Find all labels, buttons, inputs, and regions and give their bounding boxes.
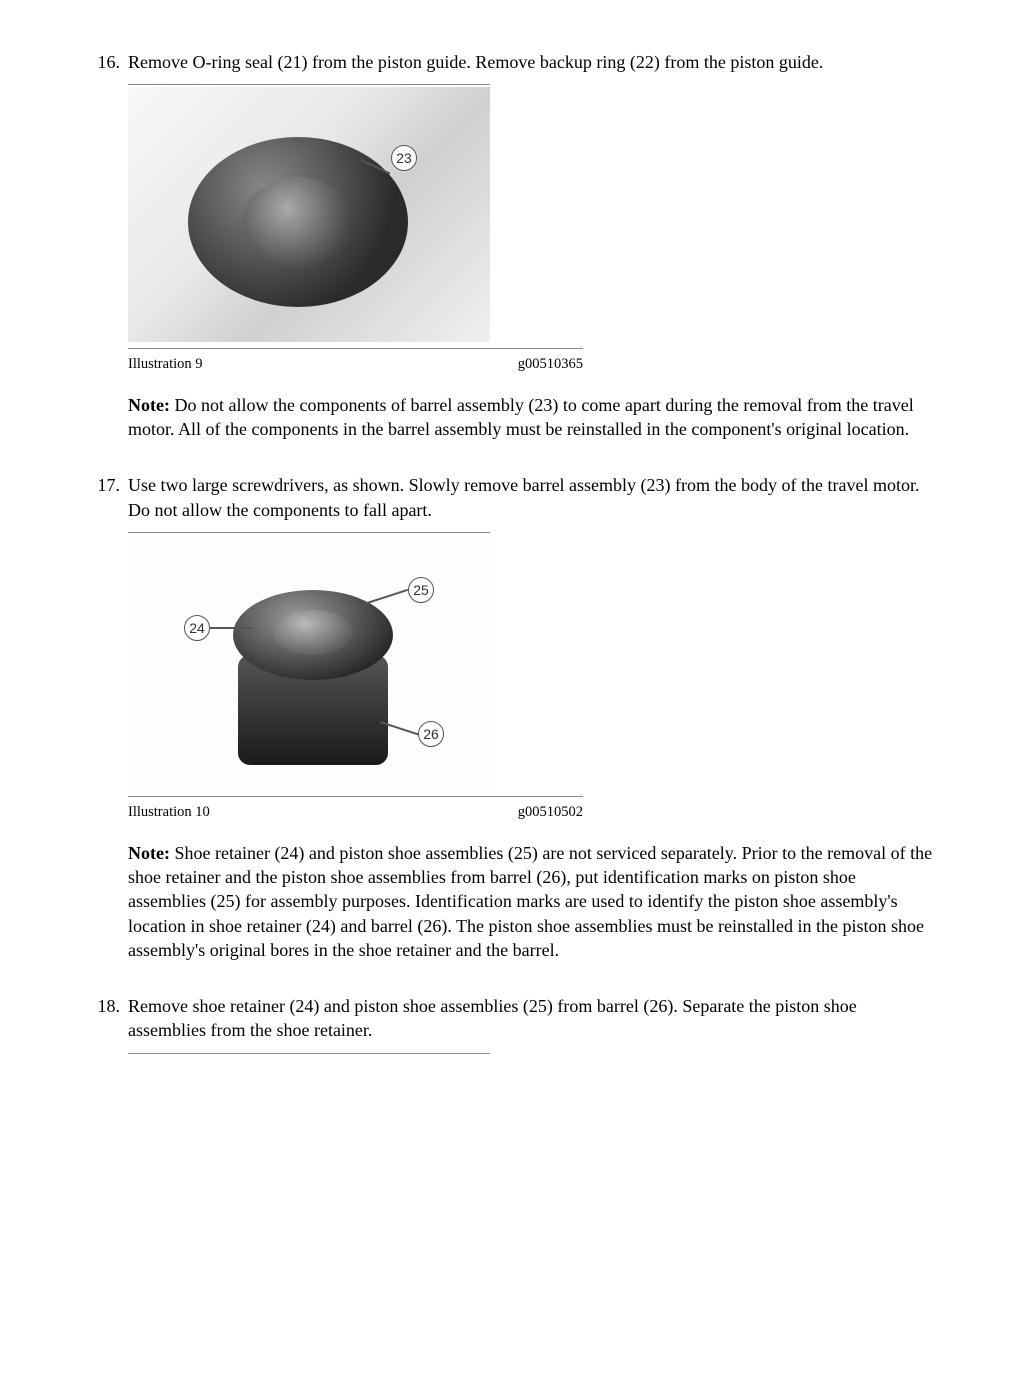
- step-content: Use two large screwdrivers, as shown. Sl…: [128, 473, 934, 980]
- figure-rule: [128, 1053, 490, 1055]
- step-18: 18. Remove shoe retainer (24) and piston…: [90, 994, 934, 1055]
- step-number: 17.: [90, 473, 128, 980]
- figure-10-image: 24 25 26: [128, 535, 490, 790]
- note-bold: Note:: [128, 395, 170, 415]
- figure-10: 24 25 26: [128, 532, 490, 790]
- step-text: Use two large screwdrivers, as shown. Sl…: [128, 473, 934, 522]
- step-content: Remove O-ring seal (21) from the piston …: [128, 50, 934, 459]
- figure-9-image: 23: [128, 87, 490, 342]
- illustration-label: Illustration 10: [128, 803, 210, 823]
- figure-9: 23: [128, 84, 490, 342]
- callout-26: 26: [418, 721, 444, 747]
- figure-10-caption: Illustration 10 g00510502: [128, 796, 583, 823]
- illustration-id: g00510502: [518, 803, 583, 823]
- callout-24: 24: [184, 615, 210, 641]
- step-text: Remove O-ring seal (21) from the piston …: [128, 50, 934, 74]
- step-number: 16.: [90, 50, 128, 459]
- illustration-label: Illustration 9: [128, 355, 203, 375]
- illustration-id: g00510365: [518, 355, 583, 375]
- step-content: Remove shoe retainer (24) and piston sho…: [128, 994, 934, 1055]
- note-illus10: Note: Shoe retainer (24) and piston shoe…: [128, 841, 934, 962]
- step-17: 17. Use two large screwdrivers, as shown…: [90, 473, 934, 980]
- callout-25: 25: [408, 577, 434, 603]
- callout-23: 23: [391, 145, 417, 171]
- note-bold: Note:: [128, 843, 170, 863]
- note-illus9: Note: Do not allow the components of bar…: [128, 393, 934, 442]
- step-number: 18.: [90, 994, 128, 1055]
- step-text: Remove shoe retainer (24) and piston sho…: [128, 994, 934, 1043]
- note-text: Shoe retainer (24) and piston shoe assem…: [128, 843, 932, 960]
- figure-9-caption: Illustration 9 g00510365: [128, 348, 583, 375]
- step-16: 16. Remove O-ring seal (21) from the pis…: [90, 50, 934, 459]
- note-text: Do not allow the components of barrel as…: [128, 395, 914, 439]
